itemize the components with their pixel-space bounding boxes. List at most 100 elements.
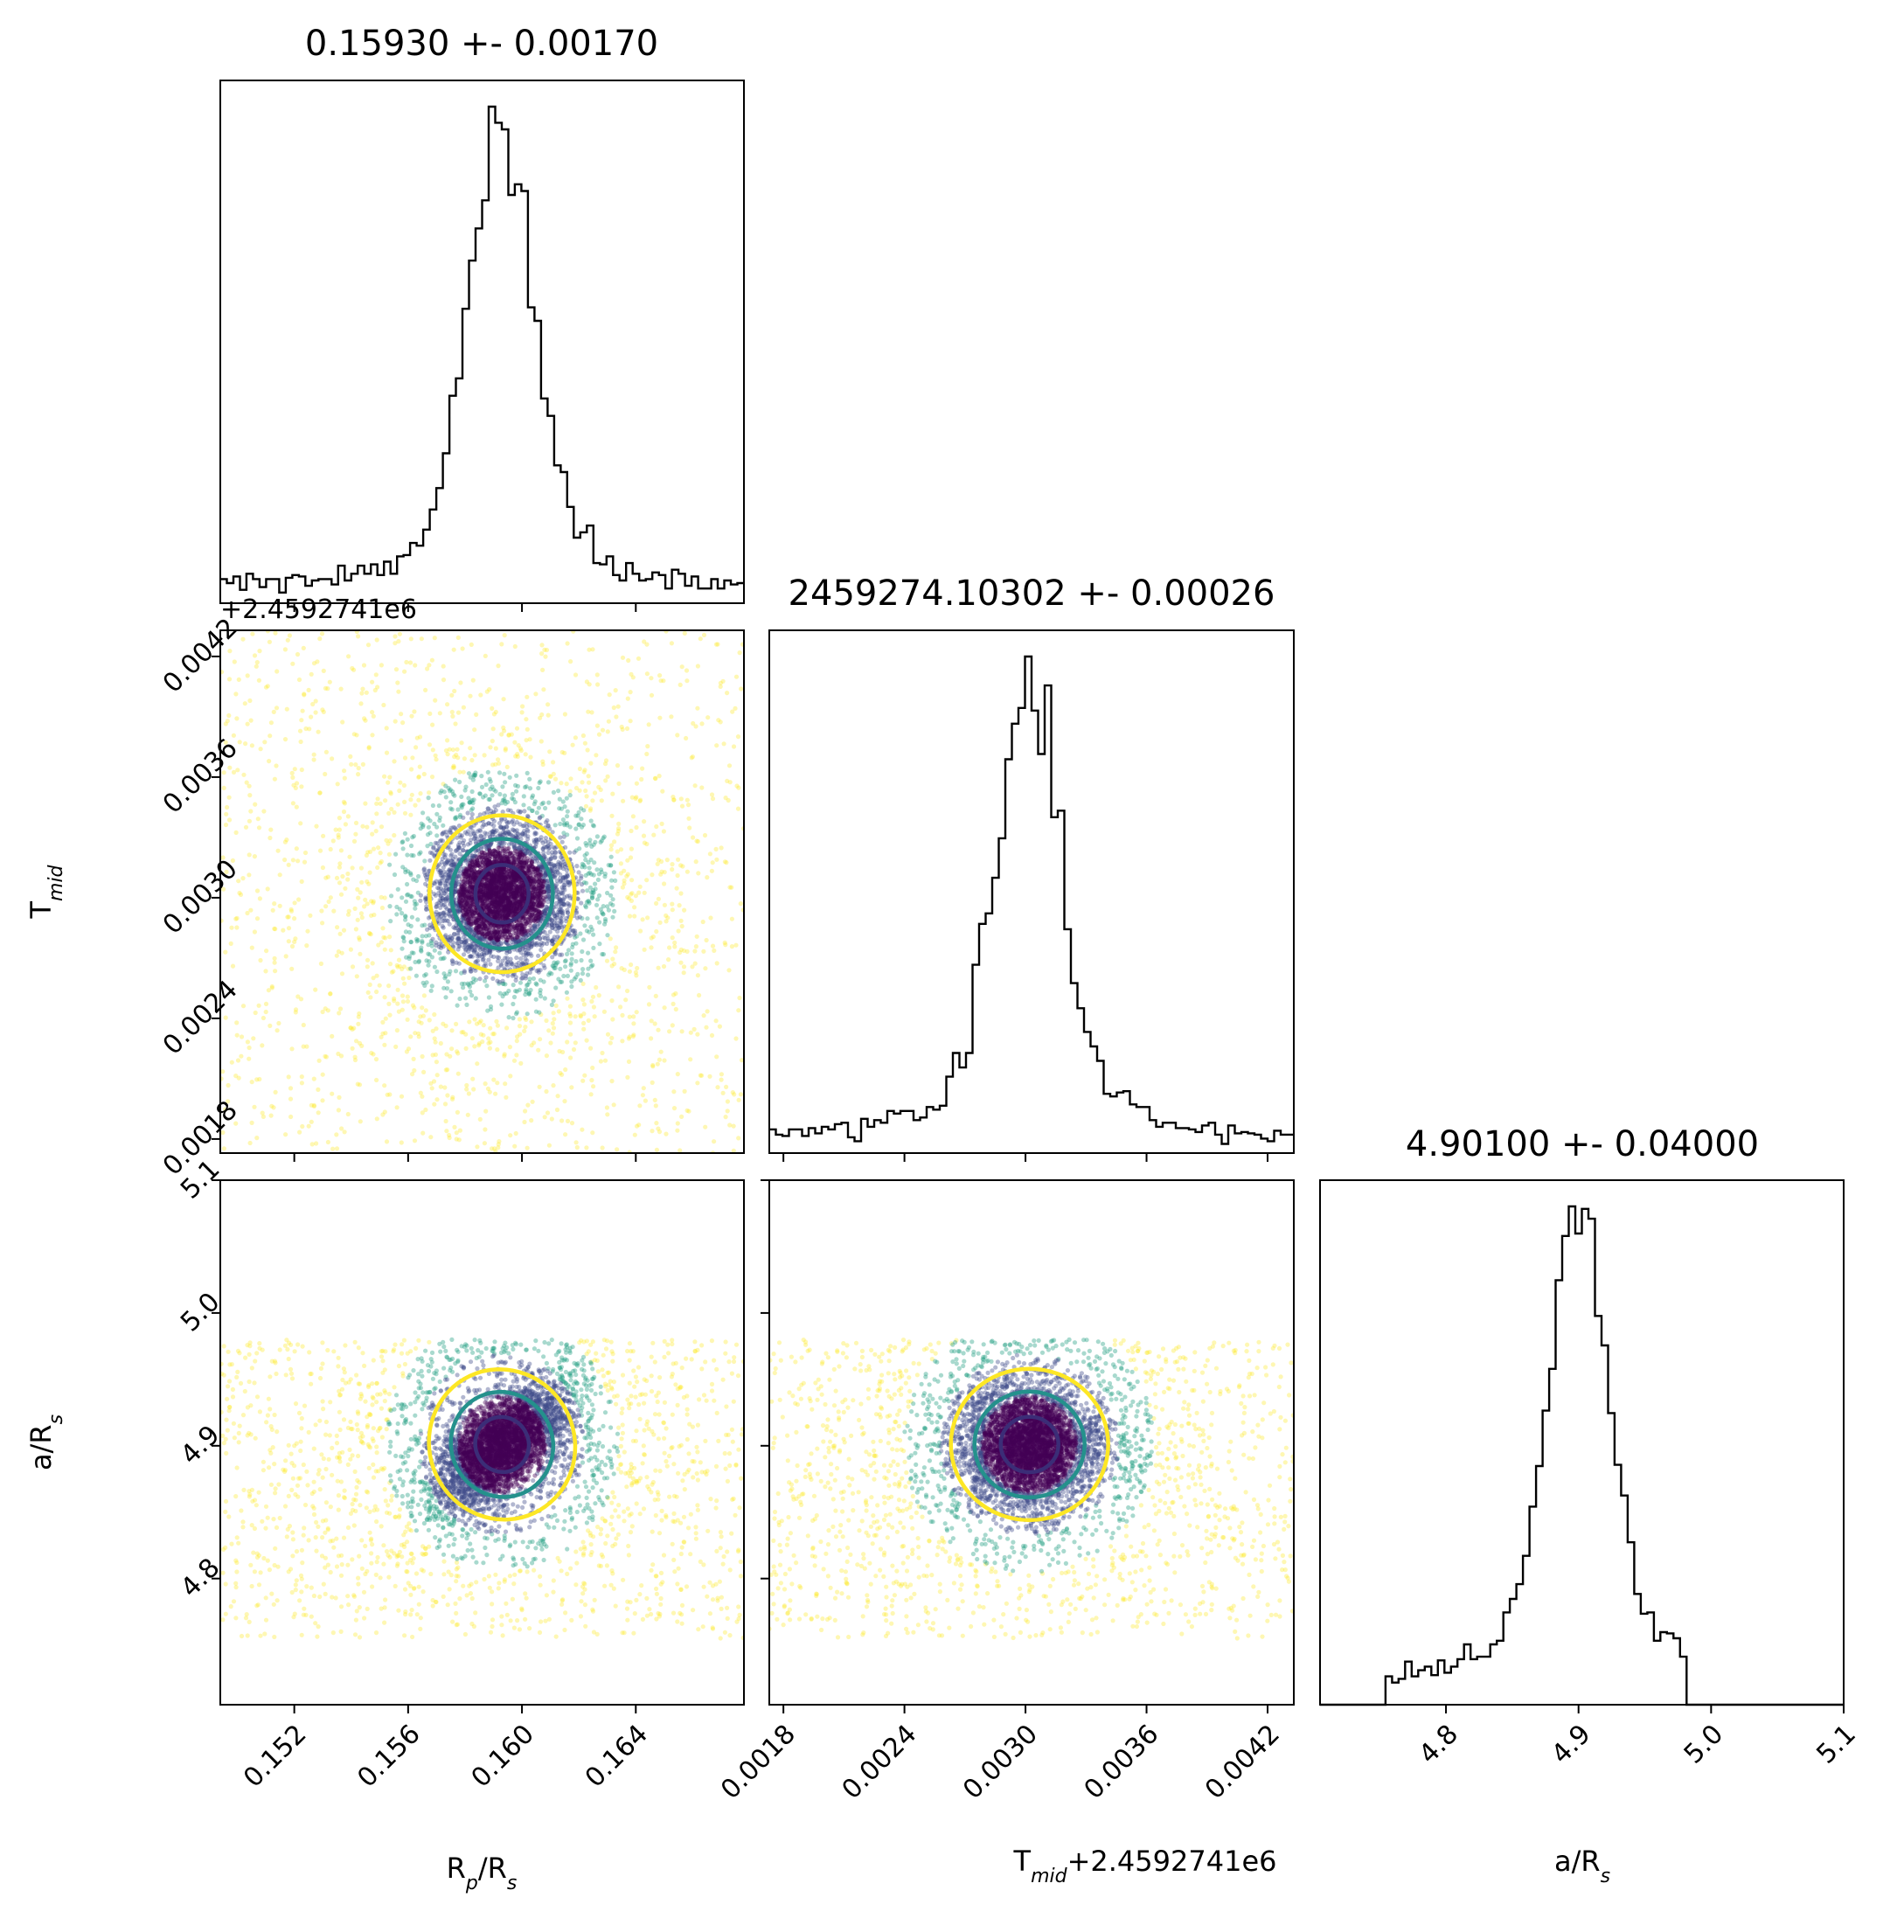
sample-point — [602, 921, 608, 927]
sample-point — [225, 719, 230, 724]
sample-point — [546, 923, 552, 928]
sample-point — [337, 827, 342, 832]
sample-point — [472, 727, 477, 733]
sample-point — [420, 1005, 425, 1011]
sample-point — [367, 982, 372, 987]
sample-point — [289, 770, 295, 776]
sample-point — [502, 798, 507, 803]
sample-point — [652, 775, 658, 781]
sample-point — [560, 799, 566, 804]
sample-point — [394, 1105, 400, 1110]
sample-point — [513, 977, 518, 983]
sample-point — [568, 1055, 573, 1060]
sample-point — [225, 804, 230, 810]
sample-point — [582, 740, 588, 746]
sample-point — [720, 678, 726, 684]
sample-point — [274, 705, 280, 711]
sample-point — [387, 1092, 393, 1097]
sample-point — [616, 781, 622, 787]
sample-point — [599, 867, 604, 872]
sample-point — [435, 867, 441, 872]
sample-point — [584, 1145, 589, 1150]
sample-point — [441, 789, 447, 795]
sample-point — [480, 947, 485, 952]
sample-point — [525, 971, 530, 976]
sample-point — [554, 882, 559, 887]
sample-point — [413, 901, 418, 907]
sample-point — [653, 1103, 658, 1108]
sample-point — [517, 1017, 523, 1022]
sample-point — [404, 1049, 409, 1054]
sample-point — [591, 1004, 597, 1010]
sample-point — [713, 1018, 719, 1024]
sample-point — [513, 989, 518, 994]
sample-point — [447, 789, 453, 794]
sample-point — [722, 940, 727, 945]
sample-point — [475, 1144, 480, 1150]
sample-point — [376, 845, 381, 851]
sample-point — [348, 947, 353, 952]
sample-point — [519, 976, 525, 981]
sample-point — [261, 1114, 266, 1119]
sample-point — [486, 796, 491, 803]
sample-point — [411, 950, 416, 956]
sample-point — [567, 1011, 573, 1017]
sample-point — [726, 797, 731, 803]
sample-point — [423, 972, 428, 977]
sample-point — [285, 637, 290, 643]
sample-point — [247, 783, 252, 789]
sample-point — [603, 758, 609, 763]
sample-point — [664, 858, 670, 863]
sample-point — [588, 761, 594, 766]
sample-point — [478, 692, 483, 698]
sample-point — [410, 755, 415, 761]
sample-point — [490, 705, 495, 712]
sample-point — [419, 821, 424, 826]
sample-point — [358, 911, 364, 916]
sample-point — [371, 846, 377, 851]
sample-point — [521, 803, 526, 808]
sample-point — [522, 1119, 527, 1125]
sample-point — [654, 928, 659, 935]
sample-point — [389, 969, 394, 975]
sample-point — [319, 631, 325, 636]
sample-point — [589, 927, 595, 933]
sample-point — [525, 827, 530, 833]
sample-point — [689, 755, 694, 761]
sample-point — [472, 1017, 477, 1022]
sample-point — [484, 689, 490, 694]
sample-point — [302, 691, 307, 697]
sample-point — [469, 1036, 476, 1041]
sample-point — [382, 1083, 387, 1088]
sample-point — [440, 898, 445, 903]
sample-point — [620, 885, 626, 890]
sample-point — [569, 956, 574, 962]
sample-point — [649, 676, 654, 681]
sample-point — [662, 870, 667, 875]
sample-point — [338, 1053, 344, 1059]
sample-point — [370, 961, 375, 966]
sample-point — [286, 914, 291, 920]
sample-point — [404, 659, 409, 665]
sample-point — [716, 718, 721, 723]
sample-point — [468, 840, 473, 846]
sample-point — [299, 767, 304, 773]
sample-point — [330, 756, 335, 761]
sample-point — [600, 727, 606, 733]
sample-point — [299, 784, 304, 789]
sample-point — [309, 1102, 314, 1108]
sample-point — [561, 901, 566, 907]
sample-point — [679, 664, 684, 670]
sample-point — [358, 890, 363, 895]
sample-point — [443, 974, 448, 979]
sample-point — [517, 948, 522, 953]
sample-point — [733, 674, 740, 679]
sample-point — [441, 956, 447, 961]
sample-point — [461, 840, 466, 845]
sample-point — [476, 1041, 482, 1046]
sample-point — [558, 909, 563, 914]
sample-point — [382, 895, 387, 900]
sample-point — [723, 1115, 728, 1120]
sample-point — [527, 776, 532, 782]
sample-point — [233, 916, 239, 921]
